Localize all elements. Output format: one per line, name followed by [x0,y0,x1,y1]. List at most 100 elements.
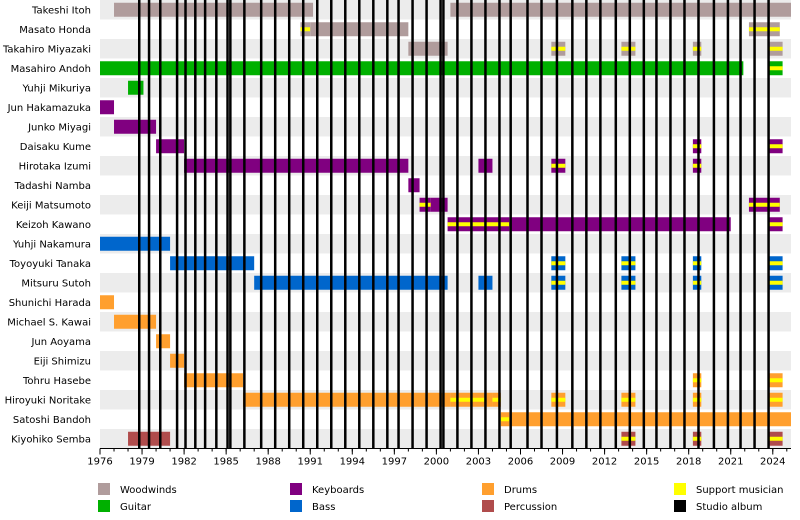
x-tick-label: 1985 [213,457,238,468]
member-bar [100,100,115,115]
row-stripe [100,234,791,254]
member-name-label: Toyoyuki Tanaka [9,259,91,270]
support-musician-stripe [500,417,510,422]
x-tick-label: 2006 [508,457,533,468]
support-musician-stripe [748,202,780,207]
member-name-label: Masato Honda [19,25,91,36]
support-musician-stripe [692,46,702,51]
support-musician-stripe [492,397,501,402]
support-musician-stripe [300,27,311,32]
support-musician-stripe [692,144,702,149]
member-bar [100,236,171,251]
member-name-label: Keiji Matsumoto [11,200,91,211]
member-name-label: Kiyohiko Semba [11,434,91,445]
member-bar [408,178,420,193]
support-musician-stripe [551,163,566,168]
legend-swatch [674,500,686,512]
x-tick-label: 2012 [592,457,617,468]
member-bar [430,197,448,212]
member-bar [485,392,493,407]
support-musician-stripe [768,280,783,285]
member-name-label: Keizoh Kawano [16,220,91,231]
member-name-label: Junko Miyagi [27,122,91,133]
x-tick-label: 2024 [760,457,785,468]
support-musician-stripe [768,46,783,51]
support-musician-stripe [768,66,783,71]
member-bar [254,275,448,290]
support-musician-stripe [692,378,702,383]
support-musician-stripe [621,261,636,266]
member-name-label: Masahiro Andoh [11,64,91,75]
legend-swatch [482,483,494,495]
support-musician-stripe [621,436,636,441]
support-musician-stripe [621,397,636,402]
x-tick-label: 2015 [634,457,659,468]
member-bar [509,412,791,427]
row-stripe [100,312,791,332]
member-name-label: Takahiro Miyazaki [2,44,91,55]
support-musician-stripe [768,378,783,383]
support-musician-stripe [768,222,783,227]
member-bar [184,158,409,173]
member-name-label: Michael S. Kawai [7,317,91,328]
legend-label: Percussion [504,502,557,513]
support-musician-stripe [768,436,783,441]
row-stripe [100,117,791,137]
member-name-label: Jun Aoyama [30,337,91,348]
member-name-label: Jun Hakamazuka [7,103,91,114]
x-tick-label: 1997 [382,457,407,468]
x-tick-label: 1976 [87,457,112,468]
support-musician-stripe [768,397,783,402]
support-musician-stripe [450,397,486,402]
member-name-label: Satoshi Bandoh [13,415,91,426]
member-name-label: Yuhji Mikuriya [21,83,91,94]
legend-label: Woodwinds [120,485,177,496]
legend-swatch [290,500,302,512]
member-bar [128,80,144,95]
x-tick-label: 2018 [676,457,701,468]
member-bars [100,2,791,446]
support-musician-stripe [692,397,702,402]
member-name-label: Yuhji Nakamura [12,239,91,250]
legend-swatch [98,500,110,512]
member-name-label: Tohru Hasebe [22,376,91,387]
member-bar [170,256,255,271]
member-bar [114,2,314,17]
member-name-label: Eiji Shimizu [34,356,91,367]
legend-swatch [98,483,110,495]
x-tick-label: 2021 [718,457,743,468]
legend-swatch [482,500,494,512]
member-name-label: Mitsuru Sutoh [21,278,91,289]
x-tick-label: 1994 [340,457,365,468]
legend-label: Studio album [696,502,762,513]
row-stripe [100,351,791,371]
x-tick-label: 1982 [171,457,196,468]
x-tick-label: 1979 [129,457,154,468]
x-tick-label: 1991 [298,457,323,468]
support-musician-stripe [692,163,702,168]
support-musician-stripe [768,261,783,266]
x-tick-label: 2009 [550,457,575,468]
x-tick-label: 2003 [466,457,491,468]
support-musician-stripe [621,46,636,51]
support-musician-stripe [551,261,566,266]
legend-swatch [290,483,302,495]
legend: Woodwinds Guitar Keyboards Bass Drums Percuss… [98,483,784,513]
member-name-label: Shunichi Harada [9,298,91,309]
member-name-label: Tadashi Namba [14,181,91,192]
row-stripe [100,429,791,449]
member-bar [509,217,731,232]
x-tick-label: 2000 [424,457,449,468]
legend-label: Keyboards [312,485,364,496]
legend-label: Support musician [696,485,784,496]
support-musician-stripe [621,280,636,285]
support-musician-stripe [692,436,702,441]
member-bar [114,119,157,134]
support-musician-stripe [551,46,566,51]
studio-album-lines [137,0,770,449]
member-bar [450,2,791,17]
member-name-label: Daisaku Kume [20,142,91,153]
support-musician-stripe [692,280,702,285]
x-tick-label: 1988 [255,457,280,468]
